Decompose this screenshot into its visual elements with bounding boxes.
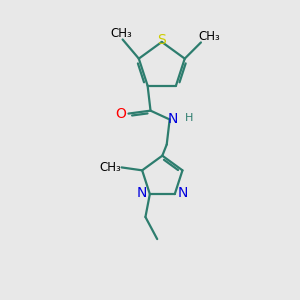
- Text: CH₃: CH₃: [198, 30, 220, 43]
- Text: N: N: [136, 186, 147, 200]
- Text: S: S: [158, 34, 166, 47]
- Text: H: H: [184, 113, 193, 123]
- Text: N: N: [168, 112, 178, 127]
- Text: N: N: [178, 186, 188, 200]
- Text: CH₃: CH₃: [100, 161, 121, 174]
- Text: O: O: [116, 106, 127, 121]
- Text: CH₃: CH₃: [110, 26, 132, 40]
